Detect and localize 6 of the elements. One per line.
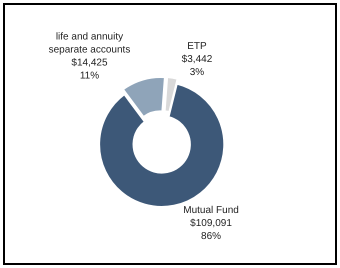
slice-label: Mutual Fund — [183, 205, 239, 216]
slice-label: ETP — [187, 41, 208, 52]
data-label: $3,442 3% — [182, 54, 213, 78]
data-label: $14,425 11% — [71, 57, 108, 82]
slice-label: life and annuity separate accounts — [48, 31, 130, 56]
data-label: $109,091 86% — [190, 218, 232, 242]
